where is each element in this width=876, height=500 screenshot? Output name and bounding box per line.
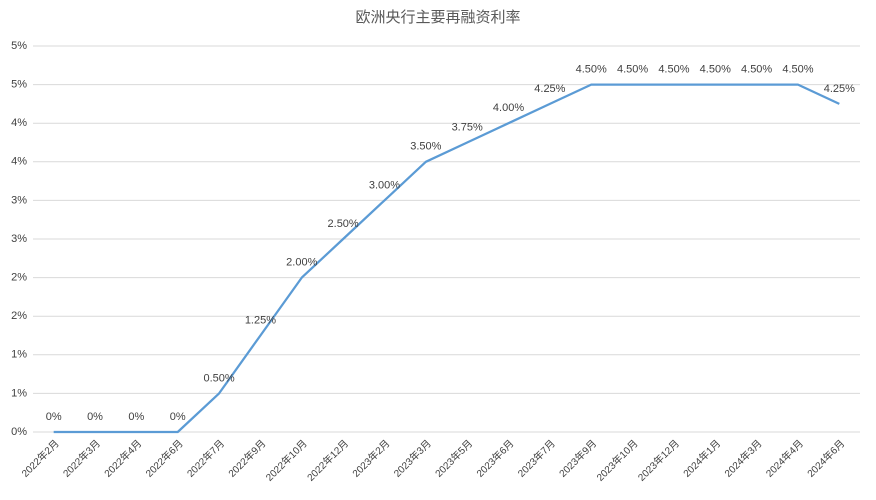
x-tick-label: 2022年12月 (304, 437, 351, 484)
data-label: 0% (128, 411, 144, 423)
data-label: 4.50% (741, 64, 772, 76)
data-label: 3.75% (452, 121, 483, 133)
x-tick-label: 2022年2月 (19, 437, 62, 480)
data-label: 3.50% (410, 141, 441, 153)
data-label: 4.50% (617, 64, 648, 76)
x-tick-label: 2023年7月 (515, 437, 558, 480)
data-label: 1.25% (245, 314, 276, 326)
x-tick-label: 2023年6月 (474, 437, 517, 480)
data-label: 3.00% (369, 179, 400, 191)
x-tick-label: 2023年3月 (391, 437, 434, 480)
x-tick-label: 2022年6月 (143, 437, 186, 480)
series-line (53, 83, 840, 434)
data-label: 4.00% (493, 102, 524, 114)
y-tick-label: 3% (11, 233, 27, 245)
data-label: 4.50% (658, 64, 689, 76)
x-tick-label: 2022年7月 (184, 437, 227, 480)
x-tick-label: 2023年10月 (594, 437, 641, 484)
x-tick-label: 2023年9月 (556, 437, 599, 480)
y-tick-label: 1% (11, 387, 27, 399)
y-tick-label: 4% (11, 156, 27, 168)
y-tick-label: 5% (11, 40, 27, 52)
data-label: 0% (46, 411, 62, 423)
data-label: 4.25% (824, 83, 855, 95)
x-tick-label: 2024年6月 (804, 437, 847, 480)
y-tick-label: 3% (11, 194, 27, 206)
y-tick-label: 2% (11, 272, 27, 284)
x-tick-label: 2023年12月 (635, 437, 682, 484)
data-label: 0% (170, 411, 186, 423)
data-label: 2.50% (328, 218, 359, 230)
x-tick-label: 2022年9月 (225, 437, 268, 480)
x-tick-label: 2022年4月 (101, 437, 144, 480)
y-tick-label: 0% (11, 426, 27, 438)
data-label: 4.50% (700, 64, 731, 76)
y-tick-label: 1% (11, 349, 27, 361)
x-tick-label: 2022年3月 (60, 437, 103, 480)
y-tick-label: 2% (11, 310, 27, 322)
x-tick-label: 2024年4月 (763, 437, 806, 480)
data-label: 0% (87, 411, 103, 423)
data-label: 4.50% (576, 64, 607, 76)
x-tick-label: 2023年2月 (349, 437, 392, 480)
y-tick-label: 4% (11, 117, 27, 129)
x-tick-label: 2024年1月 (680, 437, 723, 480)
data-label: 0.50% (203, 372, 234, 384)
x-tick-label: 2024年3月 (722, 437, 765, 480)
data-label: 4.25% (534, 83, 565, 95)
x-tick-label: 2023年5月 (432, 437, 475, 480)
y-tick-label: 5% (11, 79, 27, 91)
data-label: 2.00% (286, 257, 317, 269)
x-tick-label: 2022年10月 (263, 437, 310, 484)
chart-title: 欧洲央行主要再融资利率 (355, 9, 520, 26)
data-label: 4.50% (782, 64, 813, 76)
